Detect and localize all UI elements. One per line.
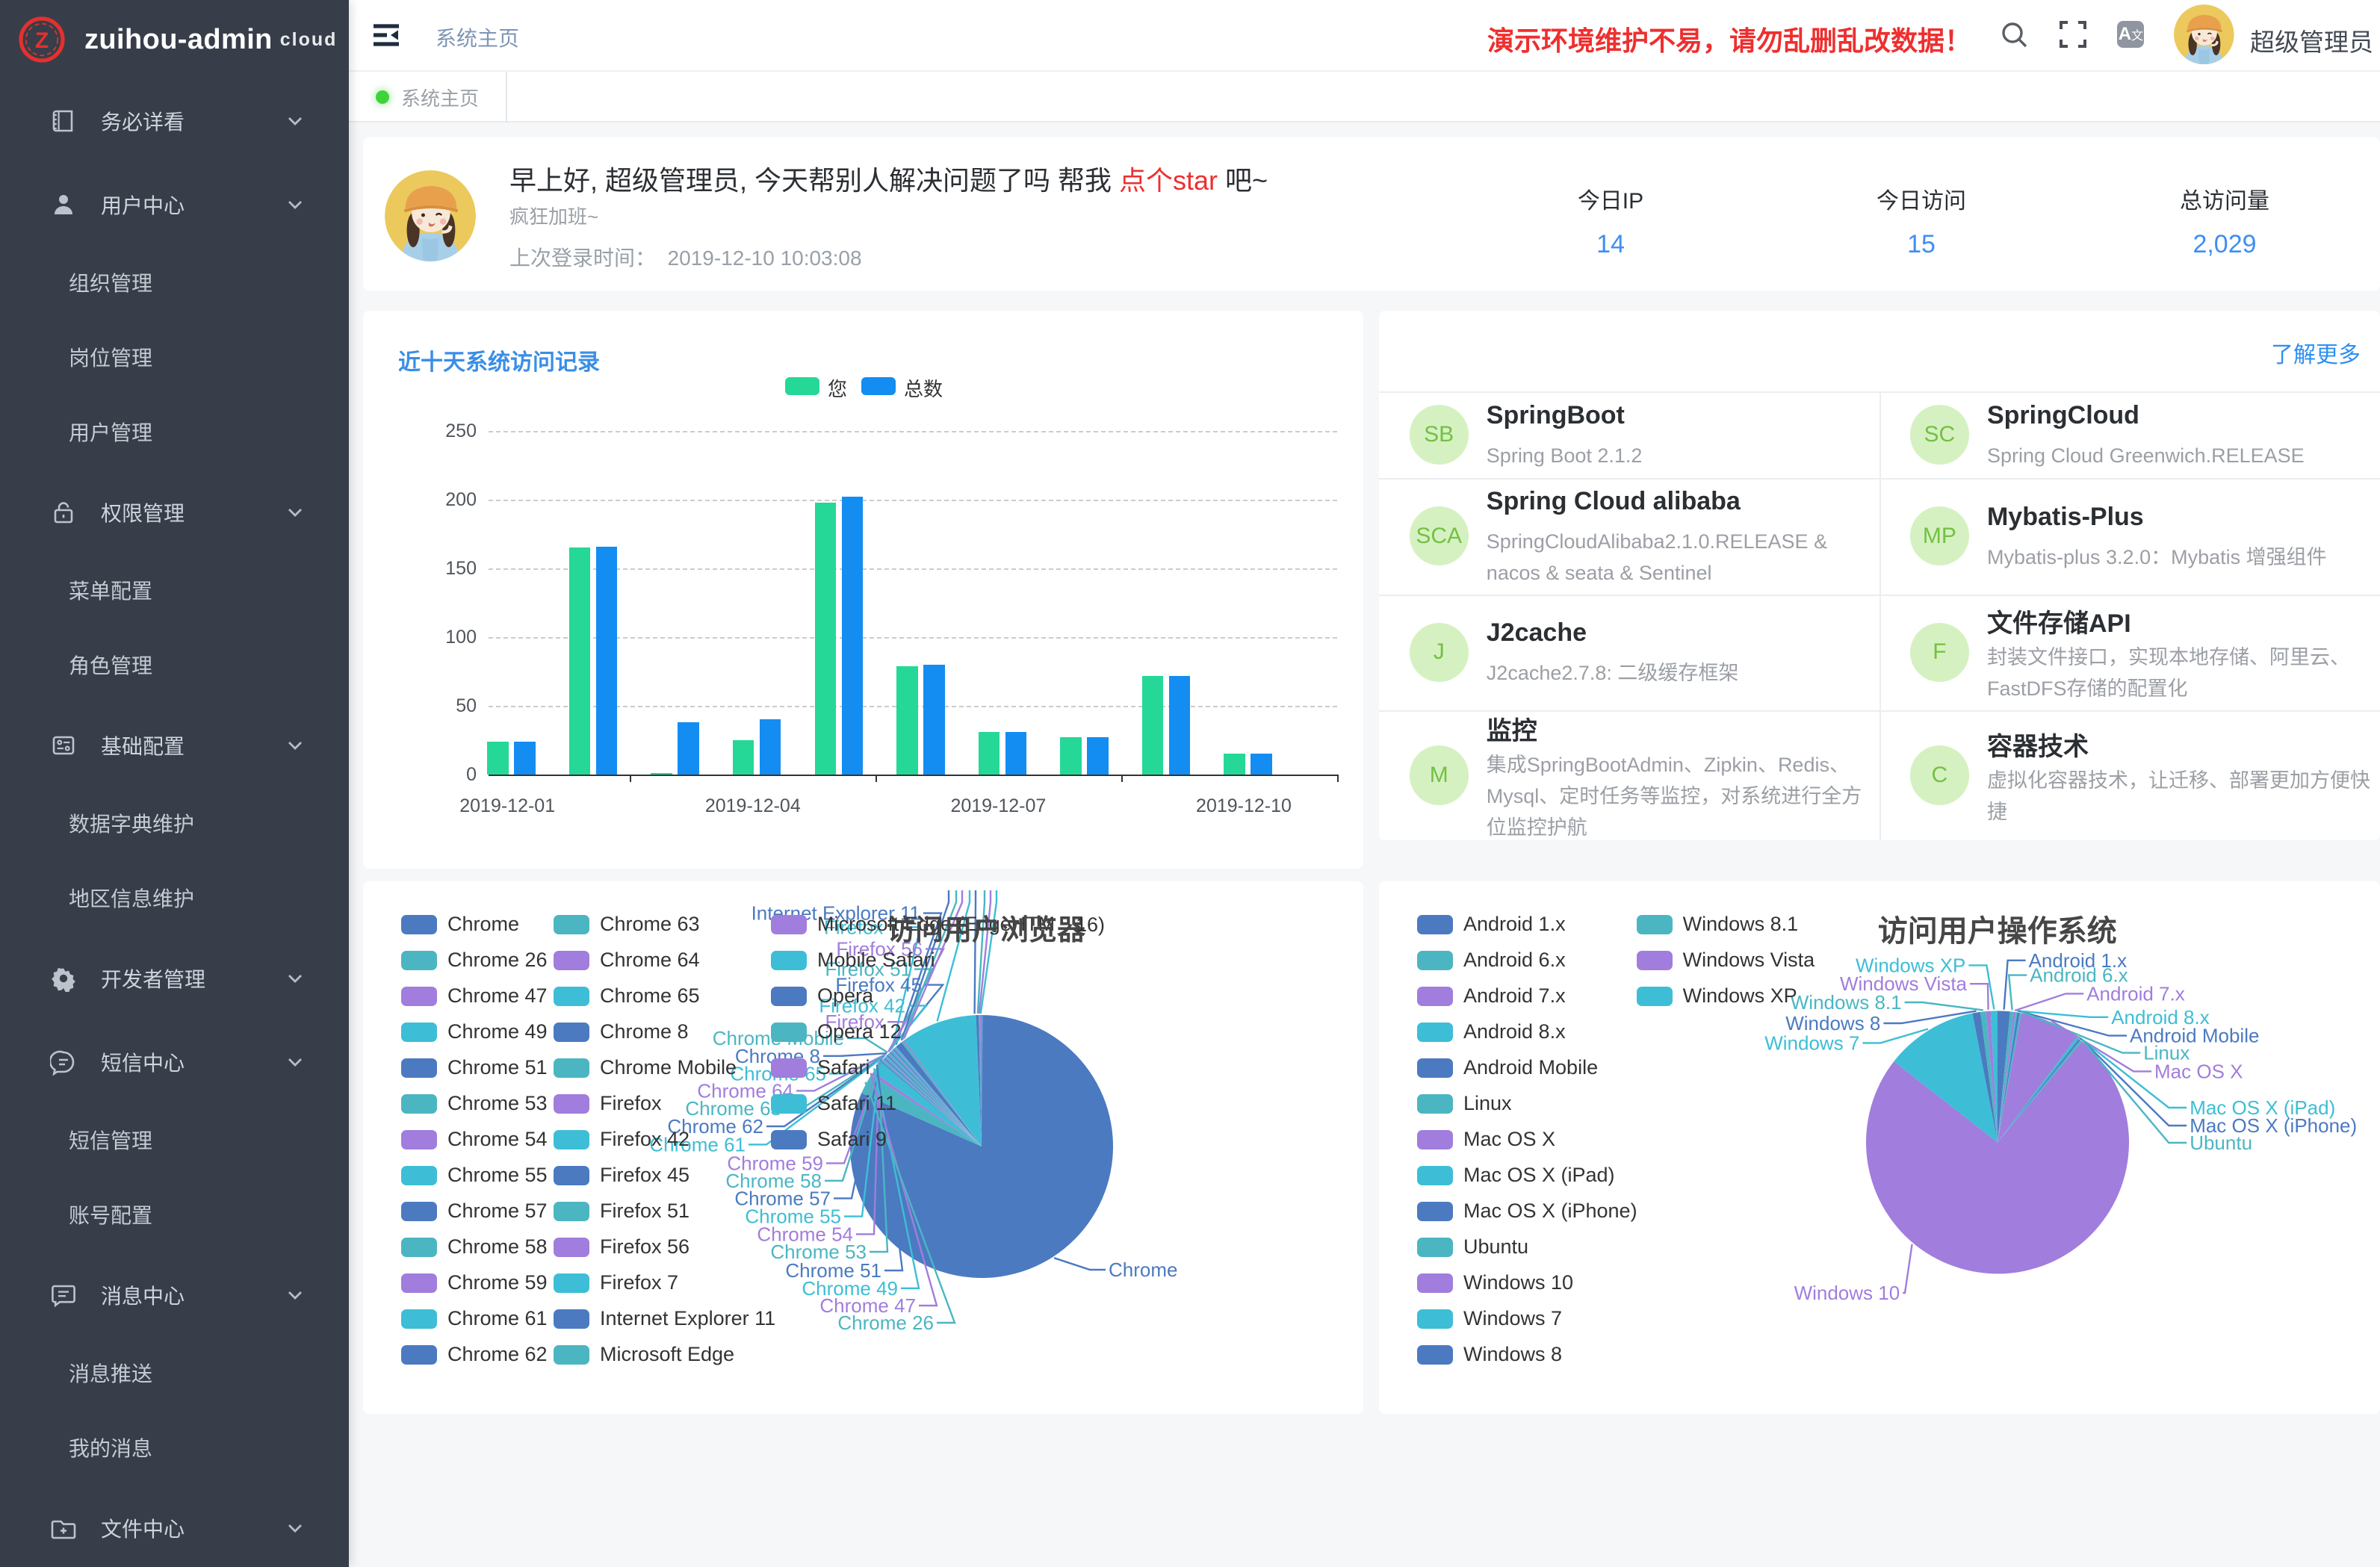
svg-text:Chrome 53: Chrome 53 [770, 1241, 867, 1263]
svg-text:Android 7.x: Android 7.x [2086, 982, 2185, 1005]
svg-text:Chrome: Chrome [1109, 1259, 1177, 1281]
svg-text:Firefox 51: Firefox 51 [825, 958, 911, 981]
svg-text:Android Mobile: Android Mobile [2130, 1025, 2259, 1047]
svg-text:Chrome 51: Chrome 51 [785, 1259, 881, 1282]
svg-text:Firefox 42: Firefox 42 [819, 994, 905, 1017]
svg-text:Mac OS X (iPhone): Mac OS X (iPhone) [2190, 1114, 2357, 1137]
svg-text:Chrome 57: Chrome 57 [734, 1187, 831, 1209]
svg-text:Chrome 61: Chrome 61 [649, 1133, 746, 1155]
svg-text:Chrome 47: Chrome 47 [819, 1294, 916, 1317]
svg-text:Windows 8: Windows 8 [1785, 1012, 1880, 1034]
svg-text:Firefox 56: Firefox 56 [836, 937, 923, 960]
svg-text:Firefox 45: Firefox 45 [835, 974, 922, 996]
svg-text:Firefox 7: Firefox 7 [824, 916, 899, 938]
svg-text:Chrome 49: Chrome 49 [802, 1277, 898, 1300]
svg-text:Mac OS X (iPad): Mac OS X (iPad) [2190, 1096, 2335, 1119]
svg-text:Mac OS X: Mac OS X [2154, 1060, 2243, 1082]
svg-text:Chrome 26: Chrome 26 [837, 1312, 934, 1334]
svg-text:Android 6.x: Android 6.x [2030, 964, 2128, 987]
svg-text:Chrome 59: Chrome 59 [727, 1152, 823, 1174]
svg-text:Linux: Linux [2143, 1042, 2190, 1064]
svg-text:Windows Vista: Windows Vista [1840, 972, 1968, 995]
svg-text:Windows 10: Windows 10 [1794, 1282, 1900, 1304]
svg-text:Ubuntu: Ubuntu [2190, 1132, 2252, 1154]
svg-text:Firefox: Firefox [825, 1011, 884, 1033]
svg-text:Chrome 62: Chrome 62 [667, 1115, 763, 1138]
svg-text:Android 1.x: Android 1.x [2028, 949, 2127, 972]
svg-text:Windows 8.1: Windows 8.1 [1791, 991, 1902, 1014]
svg-text:Z: Z [35, 28, 49, 53]
svg-text:Chrome 55: Chrome 55 [745, 1205, 841, 1228]
svg-text:Windows 7: Windows 7 [1764, 1031, 1859, 1054]
svg-text:Chrome 63: Chrome 63 [685, 1097, 781, 1120]
svg-text:Windows XP: Windows XP [1856, 954, 1965, 976]
svg-text:Android 8.x: Android 8.x [2111, 1006, 2210, 1028]
svg-text:Chrome 54: Chrome 54 [757, 1223, 853, 1245]
svg-text:Chrome 58: Chrome 58 [725, 1170, 822, 1192]
